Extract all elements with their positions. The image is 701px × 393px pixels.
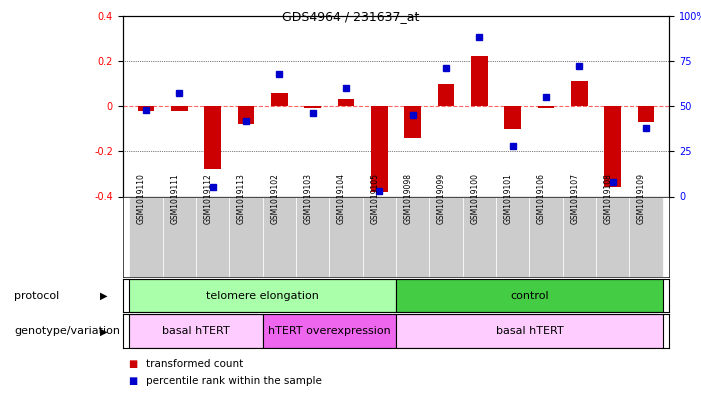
Bar: [130, 279, 396, 312]
Bar: [463, 196, 496, 277]
Bar: [196, 196, 229, 277]
Text: basal hTERT: basal hTERT: [162, 326, 230, 336]
Bar: [130, 314, 263, 348]
Bar: [396, 279, 662, 312]
Bar: [404, 106, 421, 138]
Text: GSM1019109: GSM1019109: [637, 173, 646, 224]
Bar: [238, 106, 254, 124]
Text: percentile rank within the sample: percentile rank within the sample: [146, 376, 322, 386]
Text: telomere elongation: telomere elongation: [206, 291, 319, 301]
Bar: [529, 196, 563, 277]
Bar: [538, 106, 554, 108]
Bar: [396, 196, 430, 277]
Bar: [505, 106, 521, 129]
Bar: [430, 196, 463, 277]
Bar: [371, 106, 388, 192]
Text: ▶: ▶: [100, 326, 107, 336]
Bar: [296, 196, 329, 277]
Text: GSM1019107: GSM1019107: [571, 173, 580, 224]
Bar: [396, 314, 662, 348]
Bar: [563, 196, 596, 277]
Text: control: control: [510, 291, 549, 301]
Text: GSM1019111: GSM1019111: [170, 174, 179, 224]
Text: transformed count: transformed count: [146, 358, 243, 369]
Text: GSM1019108: GSM1019108: [604, 173, 613, 224]
Bar: [571, 81, 587, 106]
Bar: [604, 106, 621, 187]
Text: GSM1019112: GSM1019112: [204, 174, 212, 224]
Bar: [638, 106, 655, 122]
Bar: [130, 196, 163, 277]
Text: GSM1019100: GSM1019100: [470, 173, 479, 224]
Text: basal hTERT: basal hTERT: [496, 326, 564, 336]
Text: hTERT overexpression: hTERT overexpression: [268, 326, 390, 336]
Text: GSM1019098: GSM1019098: [404, 173, 413, 224]
Bar: [304, 106, 321, 108]
Bar: [471, 56, 488, 106]
Bar: [437, 84, 454, 106]
Bar: [271, 93, 287, 106]
Bar: [229, 196, 263, 277]
Text: GDS4964 / 231637_at: GDS4964 / 231637_at: [282, 10, 419, 23]
Text: GSM1019106: GSM1019106: [537, 173, 546, 224]
Text: GSM1019099: GSM1019099: [437, 173, 446, 224]
Text: GSM1019110: GSM1019110: [137, 173, 146, 224]
Bar: [263, 314, 396, 348]
Text: GSM1019113: GSM1019113: [237, 173, 246, 224]
Text: GSM1019105: GSM1019105: [370, 173, 379, 224]
Bar: [205, 106, 221, 169]
Bar: [263, 196, 296, 277]
Bar: [362, 196, 396, 277]
Text: GSM1019101: GSM1019101: [504, 173, 512, 224]
Bar: [596, 196, 629, 277]
Text: ▶: ▶: [100, 290, 107, 301]
Text: protocol: protocol: [14, 290, 60, 301]
Text: ■: ■: [128, 358, 138, 369]
Text: GSM1019102: GSM1019102: [271, 173, 280, 224]
Text: GSM1019103: GSM1019103: [304, 173, 313, 224]
Bar: [496, 196, 529, 277]
Bar: [137, 106, 154, 111]
Bar: [163, 196, 196, 277]
Text: ■: ■: [128, 376, 138, 386]
Text: genotype/variation: genotype/variation: [14, 326, 120, 336]
Bar: [338, 99, 355, 106]
Bar: [171, 106, 188, 111]
Bar: [329, 196, 362, 277]
Text: GSM1019104: GSM1019104: [337, 173, 346, 224]
Bar: [629, 196, 662, 277]
